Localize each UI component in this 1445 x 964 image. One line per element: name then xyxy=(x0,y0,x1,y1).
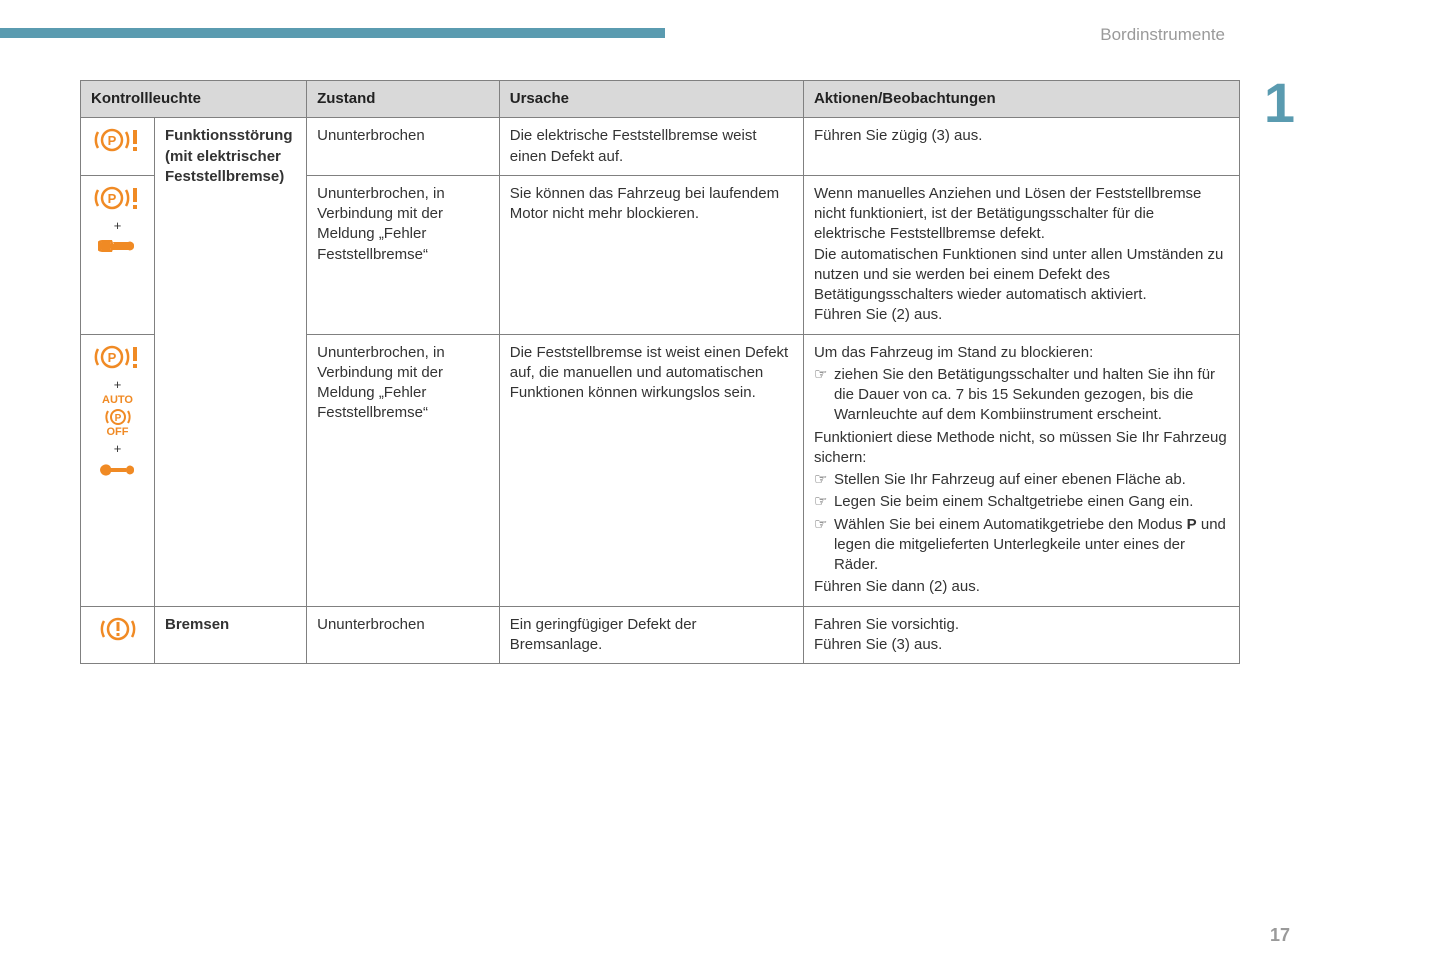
actions-cell: Führen Sie zügig (3) aus. xyxy=(803,118,1239,176)
bullet-item: ☞ Wählen Sie bei einem Automatikgetriebe… xyxy=(814,515,1229,576)
parking-brake-exclaim-icon: P xyxy=(92,184,144,215)
state-cell: Ununterbrochen, in Verbindung mit der Me… xyxy=(307,334,500,606)
warning-lights-table: Kontrollleuchte Zustand Ursache Aktionen… xyxy=(80,80,1240,664)
bullet-text: Stellen Sie Ihr Fahrzeug auf einer ebene… xyxy=(834,470,1229,490)
pointer-icon: ☞ xyxy=(814,470,834,490)
table-row: P Funktionsstörung (mit elektrischer Fes… xyxy=(81,118,1240,176)
svg-text:P: P xyxy=(114,413,121,424)
col-header-actions: Aktionen/Beobachtungen xyxy=(803,81,1239,118)
cause-cell: Ein geringfügiger Defekt der Bremsanlage… xyxy=(499,606,803,664)
table-header-row: Kontrollleuchte Zustand Ursache Aktionen… xyxy=(81,81,1240,118)
action-line: Fahren Sie vorsichtig. xyxy=(814,615,1229,635)
icon-cell: P xyxy=(81,118,155,176)
section-title: Bordinstrumente xyxy=(1100,25,1225,45)
brake-warning-icon xyxy=(96,630,140,647)
plus-separator: + xyxy=(114,440,122,458)
bullet-text: Wählen Sie bei einem Automatikgetriebe d… xyxy=(834,515,1229,576)
pointer-icon: ☞ xyxy=(814,492,834,512)
icon-cell: P + AUTO xyxy=(81,334,155,606)
bold-p: P xyxy=(1187,516,1197,533)
page-number: 17 xyxy=(1270,925,1290,946)
action-mid: Funktioniert diese Methode nicht, so müs… xyxy=(814,428,1229,469)
state-cell: Ununterbrochen xyxy=(307,606,500,664)
pointer-icon: ☞ xyxy=(814,365,834,426)
table-row: Bremsen Ununterbrochen Ein geringfügiger… xyxy=(81,606,1240,664)
bullet-text: Legen Sie beim einem Schaltgetriebe eine… xyxy=(834,492,1229,512)
cause-cell: Die elektrische Feststellbremse weist ei… xyxy=(499,118,803,176)
plus-separator: + xyxy=(114,376,122,394)
col-header-cause: Ursache xyxy=(499,81,803,118)
wrench-icon xyxy=(98,460,138,486)
col-header-warninglight: Kontrollleuchte xyxy=(81,81,307,118)
bullet-list: ☞ Stellen Sie Ihr Fahrzeug auf einer ebe… xyxy=(814,470,1229,575)
row-label: Funktionsstörung (mit elektrischer Fests… xyxy=(155,118,307,606)
bullet-text: ziehen Sie den Betätigungsschalter und h… xyxy=(834,365,1229,426)
svg-text:P: P xyxy=(107,350,116,365)
action-line: Führen Sie (3) aus. xyxy=(814,635,1229,655)
action-intro: Um das Fahrzeug im Stand zu blockieren: xyxy=(814,343,1229,363)
bullet-item: ☞ Legen Sie beim einem Schaltgetriebe ei… xyxy=(814,492,1229,512)
chapter-number: 1 xyxy=(1264,70,1295,135)
plus-separator: + xyxy=(114,217,122,235)
icon-cell xyxy=(81,606,155,664)
state-cell: Ununterbrochen xyxy=(307,118,500,176)
cause-cell: Sie können das Fahrzeug bei laufendem Mo… xyxy=(499,175,803,334)
svg-text:P: P xyxy=(107,133,116,148)
parking-brake-exclaim-icon: P xyxy=(92,343,144,374)
col-header-state: Zustand xyxy=(307,81,500,118)
state-cell: Ununterbrochen, in Verbindung mit der Me… xyxy=(307,175,500,334)
bullet-item: ☞ Stellen Sie Ihr Fahrzeug auf einer ebe… xyxy=(814,470,1229,490)
svg-text:P: P xyxy=(107,191,116,206)
actions-cell: Fahren Sie vorsichtig. Führen Sie (3) au… xyxy=(803,606,1239,664)
wrench-icon xyxy=(98,236,138,262)
parking-brake-exclaim-icon: P xyxy=(92,126,144,157)
actions-cell: Wenn manuelles Anziehen und Lösen der Fe… xyxy=(803,175,1239,334)
cause-cell: Die Feststellbremse ist weist einen Defe… xyxy=(499,334,803,606)
bullet-item: ☞ ziehen Sie den Betätigungsschalter und… xyxy=(814,365,1229,426)
actions-cell: Um das Fahrzeug im Stand zu blockieren: … xyxy=(803,334,1239,606)
action-outro: Führen Sie dann (2) aus. xyxy=(814,577,1229,597)
action-line: Wenn manuelles Anziehen und Lösen der Fe… xyxy=(814,184,1229,245)
accent-bar xyxy=(0,28,665,38)
bullet-list: ☞ ziehen Sie den Betätigungsschalter und… xyxy=(814,365,1229,426)
action-line: Die automatischen Funktionen sind unter … xyxy=(814,245,1229,306)
icon-cell: P + xyxy=(81,175,155,334)
row-label: Bremsen xyxy=(155,606,307,664)
pointer-icon: ☞ xyxy=(814,515,834,576)
action-line: Führen Sie (2) aus. xyxy=(814,305,1229,325)
auto-p-off-icon: AUTO P OFF xyxy=(102,395,133,438)
